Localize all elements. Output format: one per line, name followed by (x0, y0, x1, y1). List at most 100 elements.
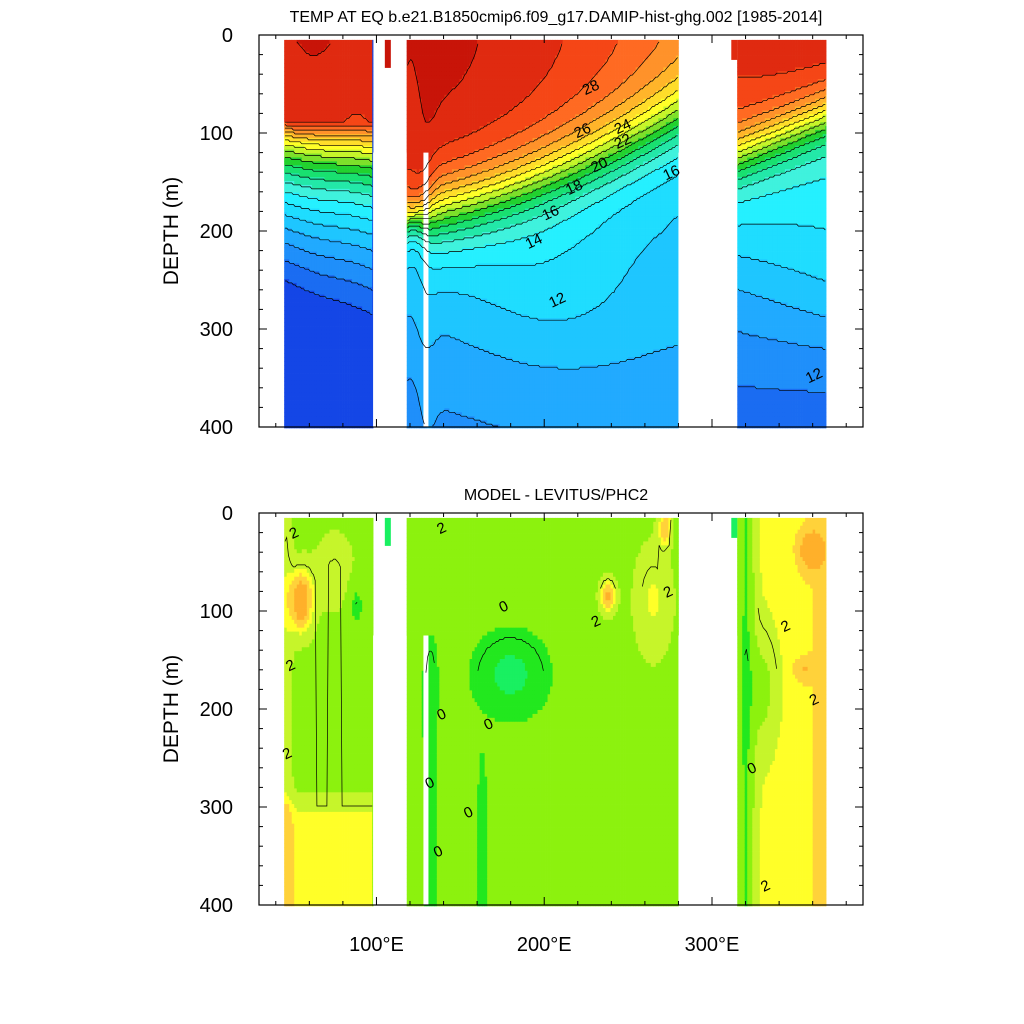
field-cell (416, 130, 420, 135)
field-cell (339, 337, 343, 343)
field-cell (289, 298, 293, 303)
field-cell (419, 83, 423, 88)
field-cell (364, 208, 368, 213)
field-cell (436, 318, 440, 323)
field-cell (289, 71, 293, 76)
field-cell (359, 373, 363, 378)
field-cell (352, 369, 355, 374)
field-cell (286, 63, 290, 68)
field-cell (311, 51, 315, 56)
field-cell (357, 118, 361, 123)
field-cell (294, 110, 298, 115)
field-cell (314, 79, 318, 84)
field-cell (434, 161, 438, 166)
field-cell (416, 188, 420, 194)
field-cell (314, 369, 318, 374)
field-cell (326, 94, 330, 100)
field-cell (342, 71, 345, 76)
field-cell (434, 373, 438, 378)
field-cell (301, 251, 305, 256)
field-cell (326, 126, 330, 131)
field-cell (329, 177, 333, 182)
field-cell (436, 235, 440, 241)
field-cell (357, 400, 361, 405)
field-cell (316, 71, 320, 76)
field-cell (314, 341, 318, 347)
field-cell (359, 365, 363, 370)
field-cell (296, 408, 300, 413)
field-cell (424, 141, 428, 147)
field-cell (367, 290, 371, 296)
field-cell (406, 137, 410, 143)
field-cell (321, 228, 325, 233)
field-cell (431, 133, 435, 139)
field-cell (324, 204, 328, 209)
field-cell (367, 235, 371, 241)
field-cell (431, 243, 435, 249)
field-cell (441, 126, 445, 131)
field-cell (421, 290, 425, 296)
field-cell (426, 118, 430, 123)
field-cell (441, 169, 445, 174)
field-cell (324, 86, 328, 92)
field-cell (342, 388, 345, 394)
field-cell (304, 204, 308, 209)
field-cell (329, 314, 333, 319)
field-cell (321, 377, 325, 382)
field-cell (411, 126, 415, 131)
field-cell (329, 204, 333, 209)
field-cell (306, 247, 310, 252)
field-cell (419, 200, 423, 205)
field-cell (406, 353, 410, 358)
field-cell (316, 55, 320, 60)
field-cell (311, 173, 315, 178)
field-cell (319, 267, 323, 272)
field-cell (296, 130, 300, 135)
field-cell (359, 196, 363, 201)
field-cell (294, 181, 298, 186)
field-cell (354, 75, 358, 80)
field-cell (359, 208, 363, 213)
field-cell (419, 39, 423, 45)
field-cell (411, 290, 415, 296)
field-cell (286, 365, 290, 370)
field-cell (289, 290, 293, 296)
field-cell (434, 384, 438, 390)
field-cell (331, 263, 335, 268)
field-cell (352, 184, 355, 190)
field-cell (331, 251, 335, 256)
field-cell (354, 161, 358, 166)
field-cell (352, 279, 355, 284)
field-cell (301, 212, 305, 217)
field-cell (414, 165, 418, 170)
field-cell (311, 188, 315, 194)
field-cell (286, 184, 290, 190)
field-cell (411, 94, 415, 100)
field-cell (362, 345, 366, 350)
field-cell (364, 141, 368, 147)
field-cell (434, 216, 438, 221)
field-cell (419, 71, 423, 76)
field-cell (329, 79, 333, 84)
field-cell (284, 169, 288, 174)
field-cell (349, 114, 353, 119)
field-cell (434, 271, 438, 276)
field-cell (439, 173, 443, 178)
field-cell (362, 86, 366, 92)
field-cell (362, 153, 366, 158)
field-cell (311, 267, 315, 272)
field-cell (421, 361, 425, 366)
field-cell (342, 157, 345, 162)
field-cell (441, 67, 445, 72)
field-cell (339, 169, 343, 174)
field-cell (286, 400, 290, 405)
field-cell (411, 75, 415, 80)
field-cell (406, 169, 410, 174)
field-cell (316, 314, 320, 319)
field-cell (439, 400, 443, 405)
field-cell (337, 224, 340, 229)
field-cell (311, 306, 315, 311)
field-cell (299, 161, 303, 166)
field-cell (436, 141, 440, 147)
field-cell (331, 282, 335, 288)
